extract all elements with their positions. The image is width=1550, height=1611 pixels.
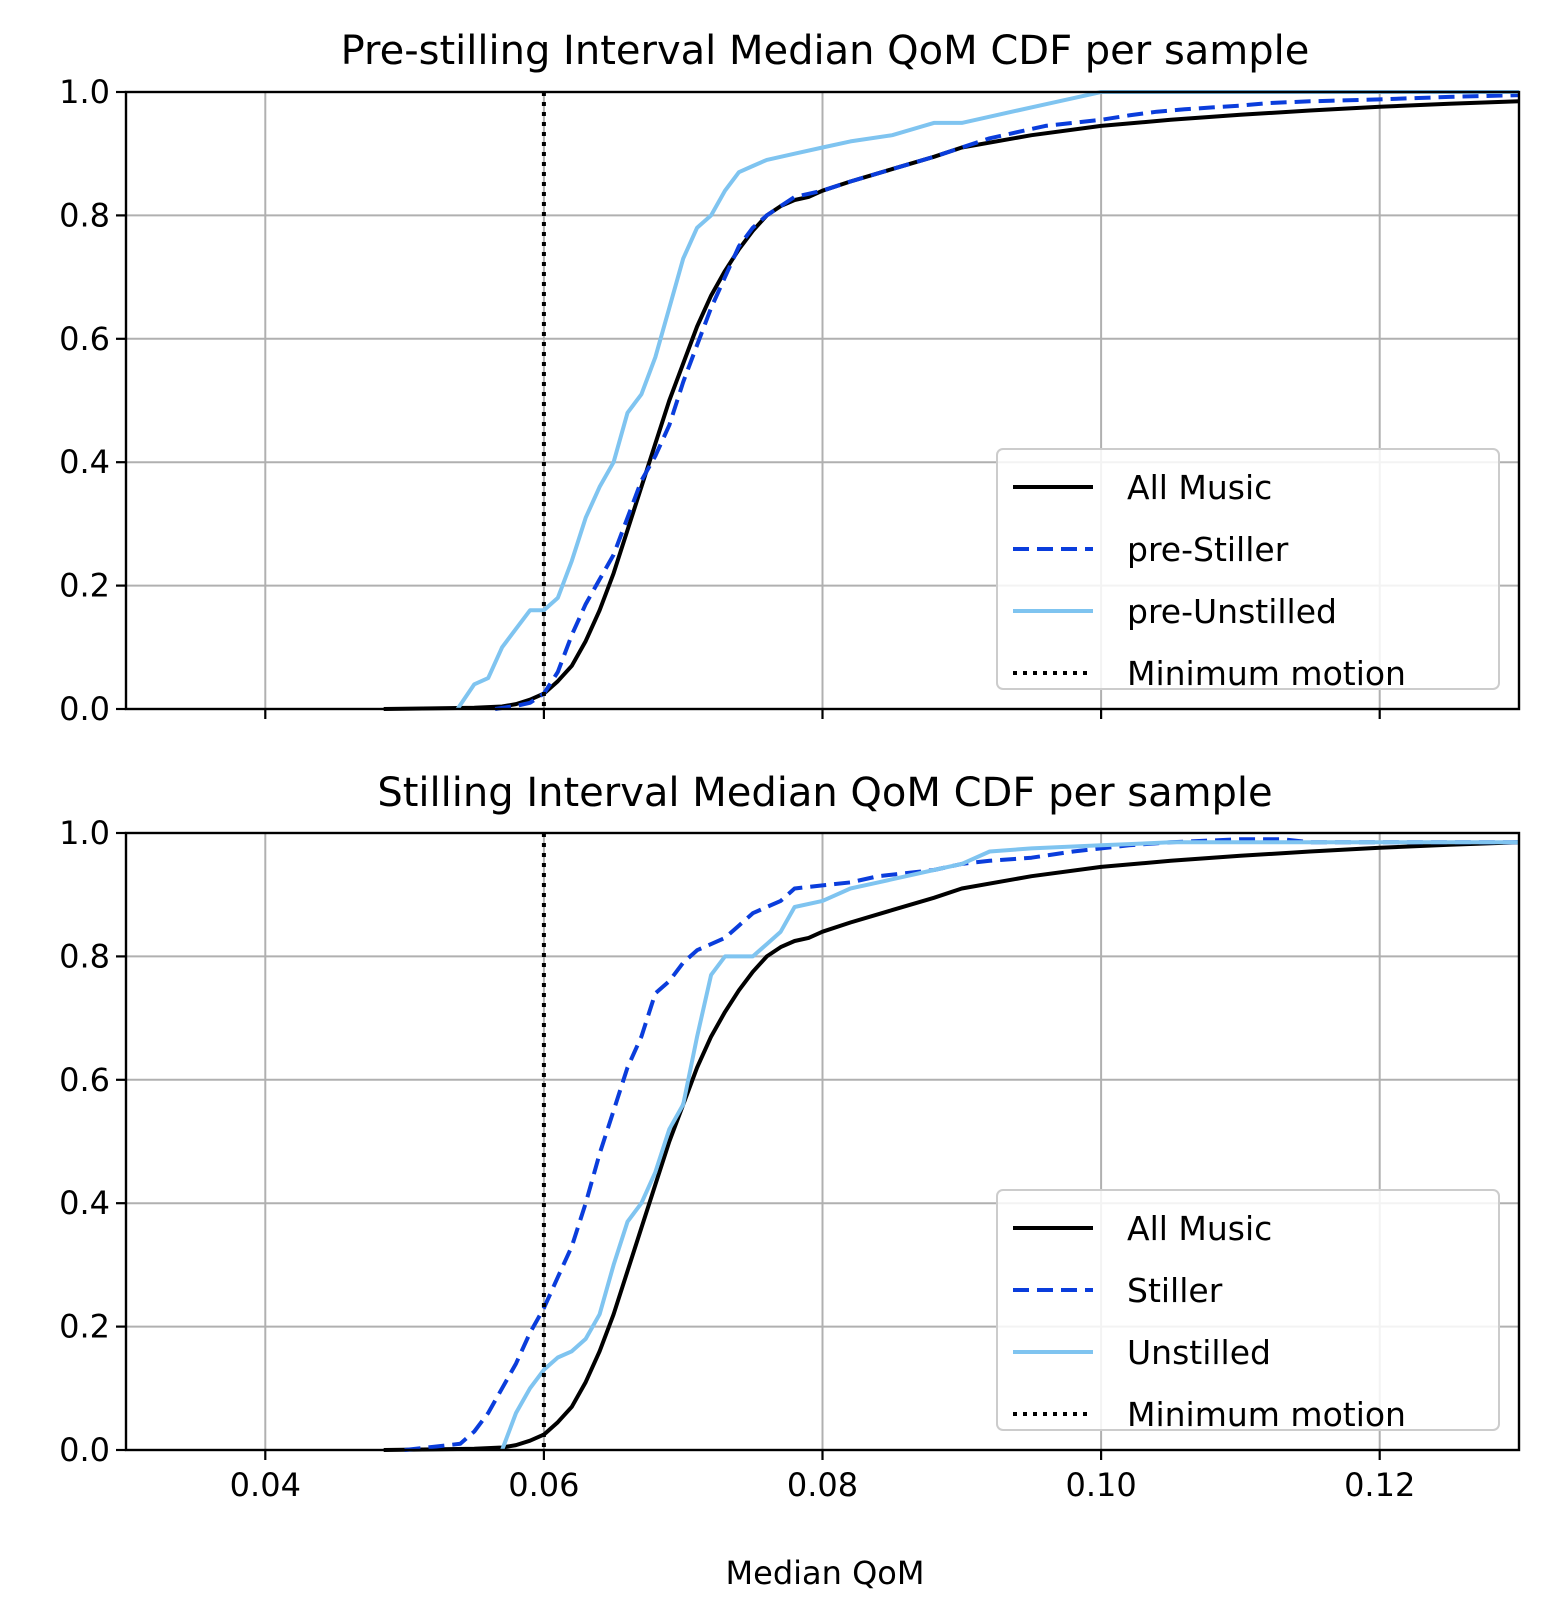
y-tick-label: 0.0: [59, 1431, 110, 1469]
y-tick-label: 1.0: [59, 73, 110, 111]
y-tick-label: 0.2: [59, 567, 110, 605]
x-tick-label: 0.06: [508, 1466, 579, 1504]
legend-box: [996, 448, 1500, 690]
legend-label: pre-Stiller: [1127, 530, 1289, 569]
series-line-stiller: [404, 837, 1519, 1452]
x-tick-label: 0.12: [1344, 1466, 1415, 1504]
legend-label: All Music: [1127, 468, 1272, 507]
legend-label: pre-Unstilled: [1127, 592, 1337, 631]
y-tick-label: 0.2: [59, 1308, 110, 1346]
series-line-unstilled: [500, 840, 1519, 1451]
x-axis-label: Median QoM: [726, 1554, 925, 1592]
y-tick-label: 0.0: [59, 690, 110, 728]
top-plot-area: 0.0 0.2 0.4 0.6 0.8 1.0: [59, 73, 1521, 728]
legend-label: All Music: [1127, 1209, 1272, 1248]
x-tick-label: 0.04: [230, 1466, 301, 1504]
y-tick-label: 0.8: [59, 196, 110, 234]
bottom-chart-title: Stilling Interval Median QoM CDF per sam…: [377, 770, 1272, 816]
y-tick-label: 0.8: [59, 937, 110, 975]
y-tick-label: 0.6: [59, 1061, 110, 1099]
y-tick-label: 1.0: [59, 814, 110, 852]
bottom-legend: All Music Stiller Unstilled Minimum motion: [996, 1189, 1500, 1434]
x-tick-label: 0.10: [1065, 1466, 1136, 1504]
legend-label: Unstilled: [1127, 1333, 1271, 1372]
y-tick-label: 0.4: [59, 1184, 110, 1222]
y-tick-label: 0.6: [59, 320, 110, 358]
y-tick-label: 0.4: [59, 443, 110, 481]
top-chart-title: Pre-stilling Interval Median QoM CDF per…: [341, 28, 1310, 74]
x-tick-label: 0.08: [787, 1466, 858, 1504]
legend-label: Minimum motion: [1127, 1395, 1406, 1434]
legend-label: Minimum motion: [1127, 654, 1406, 693]
series-line-pre-stiller: [494, 93, 1520, 711]
legend-label: Stiller: [1127, 1271, 1223, 1310]
bottom-panel: Stilling Interval Median QoM CDF per sam…: [59, 770, 1521, 1504]
bottom-plot-area: 0.04 0.06 0.08 0.10 0.12 0.0 0.2 0.4 0.6 0.8 1.0: [59, 814, 1521, 1504]
top-legend: All Music pre-Stiller pre-Unstilled Minimum…: [996, 448, 1500, 693]
top-panel: Pre-stilling Interval Median QoM CDF per…: [59, 28, 1521, 728]
series-line-all-music: [383, 840, 1520, 1452]
series-line-pre-unstilled: [455, 90, 1519, 711]
legend-box: [996, 1189, 1500, 1431]
